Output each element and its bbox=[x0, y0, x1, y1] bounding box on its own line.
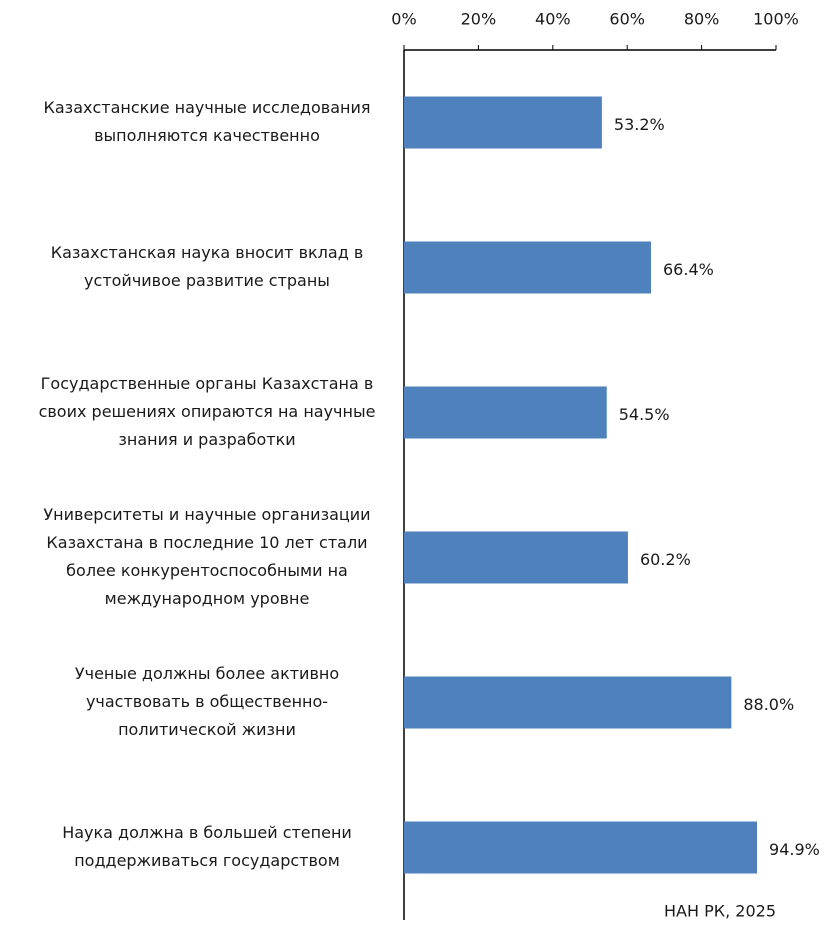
value-label: 88.0% bbox=[743, 695, 794, 714]
category-label: более конкурентоспособными на bbox=[66, 561, 348, 580]
category-label: знания и разработки bbox=[118, 430, 295, 449]
value-label: 54.5% bbox=[619, 405, 670, 424]
category-label: участвовать в общественно- bbox=[86, 692, 328, 711]
bar bbox=[404, 386, 607, 439]
category-label: Университеты и научные организации bbox=[43, 505, 370, 524]
category-label: политической жизни bbox=[118, 720, 296, 739]
category-label: Казахстанская наука вносит вклад в bbox=[51, 243, 364, 262]
x-tick-label: 20% bbox=[461, 10, 497, 29]
bar bbox=[404, 676, 732, 729]
category-label: выполняются качественно bbox=[94, 126, 320, 145]
x-tick-label: 40% bbox=[535, 10, 571, 29]
category-label: Ученые должны более активно bbox=[75, 664, 339, 683]
x-tick-label: 100% bbox=[753, 10, 799, 29]
category-label: своих решениях опираются на научные bbox=[39, 402, 376, 421]
category-label: Государственные органы Казахстана в bbox=[41, 374, 374, 393]
x-tick-label: 60% bbox=[609, 10, 645, 29]
bar bbox=[404, 531, 628, 584]
category-label: международном уровне bbox=[105, 589, 310, 608]
category-label: поддерживаться государством bbox=[74, 851, 340, 870]
value-label: 60.2% bbox=[640, 550, 691, 569]
x-tick-label: 0% bbox=[391, 10, 416, 29]
source-note: НАН РК, 2025 bbox=[664, 902, 776, 921]
bar bbox=[404, 96, 602, 149]
bar bbox=[404, 821, 758, 874]
category-label: устойчивое развитие страны bbox=[84, 271, 330, 290]
category-label: Казахстанские научные исследования bbox=[44, 98, 371, 117]
value-label: 66.4% bbox=[663, 260, 714, 279]
value-label: 53.2% bbox=[614, 115, 665, 134]
category-label: Казахстана в последние 10 лет стали bbox=[46, 533, 367, 552]
bar bbox=[404, 241, 652, 294]
value-label: 94.9% bbox=[769, 840, 820, 859]
x-tick-label: 80% bbox=[684, 10, 720, 29]
category-label: Наука должна в большей степени bbox=[62, 823, 352, 842]
